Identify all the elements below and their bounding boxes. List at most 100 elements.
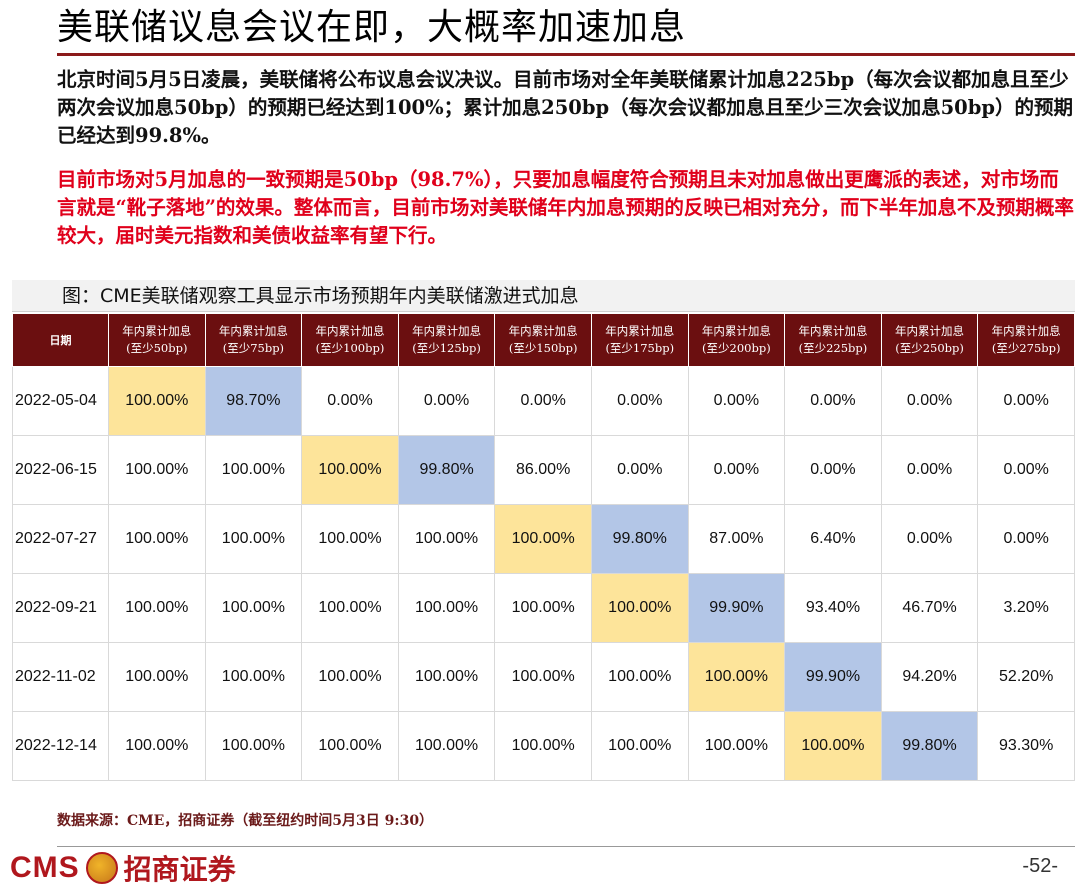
column-header-8: 年内累计加息 (至少225bp)	[784, 313, 882, 367]
probability-cell: 0.00%	[687, 366, 786, 436]
column-header-line1: 年内累计加息	[122, 324, 192, 338]
probability-cell: 0.00%	[880, 366, 979, 436]
probability-cell: 87.00%	[687, 504, 786, 574]
probability-cell: 99.80%	[880, 711, 979, 781]
column-header-line1: 年内累计加息	[508, 324, 578, 338]
probability-cell: 0.00%	[590, 435, 689, 505]
probability-cell: 94.20%	[880, 642, 979, 712]
probability-cell: 0.00%	[301, 366, 399, 436]
probability-cell: 100.00%	[301, 504, 399, 574]
column-header-line1: 年内累计加息	[605, 324, 675, 338]
probability-cell: 0.00%	[880, 504, 979, 574]
column-header-line1: 年内累计加息	[218, 324, 288, 338]
body-paragraph-1: 北京时间5月5日凌晨，美联储将公布议息会议决议。目前市场对全年美联储累计加息22…	[57, 68, 1074, 147]
column-header-line2: (至少200bp)	[702, 341, 771, 355]
probability-cell: 100.00%	[397, 504, 496, 574]
probability-cell: 100.00%	[494, 711, 592, 781]
probability-cell: 99.90%	[784, 642, 882, 712]
row-date: 2022-07-27	[12, 504, 109, 574]
body-paragraph-2-highlight: 目前市场对5月加息的一致预期是50bp（98.7%），只要加息幅度符合预期且未对…	[57, 168, 1074, 247]
column-header-6: 年内累计加息 (至少175bp)	[590, 313, 689, 367]
page-title: 美联储议息会议在即，大概率加速加息	[57, 7, 687, 48]
column-header-line1: 年内累计加息	[991, 324, 1061, 338]
probability-cell: 100.00%	[108, 366, 206, 436]
probability-cell: 99.90%	[687, 573, 786, 643]
probability-cell: 0.00%	[687, 435, 786, 505]
probability-cell: 0.00%	[880, 435, 979, 505]
column-header-line2: (至少175bp)	[605, 341, 675, 355]
column-header-line2: (至少250bp)	[895, 341, 964, 355]
probability-cell: 100.00%	[108, 435, 206, 505]
probability-cell: 0.00%	[494, 366, 592, 436]
probability-cell: 0.00%	[590, 366, 689, 436]
table-header-row: 日期 年内累计加息 (至少50bp) 年内累计加息 (至少75bp) 年内累计加息 (至少…	[12, 313, 1075, 367]
probability-cell: 100.00%	[108, 573, 206, 643]
probability-cell: 100.00%	[590, 573, 689, 643]
rate-hike-probability-table: 日期 年内累计加息 (至少50bp) 年内累计加息 (至少75bp) 年内累计加息 (至少…	[12, 313, 1075, 781]
column-header-date: 日期	[12, 313, 109, 367]
row-date: 2022-06-15	[12, 435, 109, 505]
cms-emblem-icon	[85, 852, 118, 884]
column-header-line1: 年内累计加息	[798, 324, 868, 338]
column-header-line2: (至少125bp)	[412, 341, 481, 355]
column-header-10: 年内累计加息 (至少275bp)	[977, 313, 1075, 367]
probability-cell: 0.00%	[977, 435, 1075, 505]
table-row: 2022-11-02 100.00% 100.00% 100.00% 100.00% 10…	[12, 642, 1075, 712]
probability-cell: 93.30%	[977, 711, 1075, 781]
probability-cell: 100.00%	[204, 711, 303, 781]
footer-divider	[57, 846, 1075, 847]
probability-cell: 100.00%	[204, 642, 303, 712]
column-header-4: 年内累计加息 (至少125bp)	[397, 313, 496, 367]
probability-cell: 100.00%	[590, 642, 689, 712]
probability-cell: 46.70%	[880, 573, 979, 643]
column-header-line2: (至少150bp)	[508, 341, 578, 355]
column-header-line2: (至少50bp)	[126, 341, 188, 355]
logo-chinese-text: 招商证券	[123, 853, 236, 886]
row-date: 2022-05-04	[12, 366, 109, 436]
probability-cell: 100.00%	[397, 573, 496, 643]
cms-logo: CMS 招商证券	[10, 848, 236, 888]
probability-cell: 100.00%	[108, 504, 206, 574]
probability-cell: 100.00%	[204, 573, 303, 643]
column-header-line1: 年内累计加息	[412, 324, 482, 338]
column-header-1: 年内累计加息 (至少50bp)	[108, 313, 206, 367]
column-header-line1: 年内累计加息	[895, 324, 965, 338]
column-header-5: 年内累计加息 (至少150bp)	[494, 313, 592, 367]
table-row: 2022-09-21 100.00% 100.00% 100.00% 100.00% 10…	[12, 573, 1075, 643]
column-header-line1: 年内累计加息	[701, 324, 771, 338]
probability-cell: 0.00%	[784, 435, 882, 505]
probability-cell: 98.70%	[204, 366, 303, 436]
probability-cell: 86.00%	[494, 435, 592, 505]
probability-cell: 100.00%	[590, 711, 689, 781]
probability-cell: 0.00%	[397, 366, 496, 436]
title-divider	[57, 53, 1075, 56]
data-source-note: 数据来源：CME，招商证券（截至纽约时间5月3日 9:30）	[57, 813, 434, 829]
column-header-line2: (至少75bp)	[222, 341, 285, 355]
probability-cell: 100.00%	[301, 573, 399, 643]
probability-cell: 0.00%	[784, 366, 882, 436]
table-row: 2022-07-27 100.00% 100.00% 100.00% 100.00% 10…	[12, 504, 1075, 574]
row-date: 2022-12-14	[12, 711, 109, 781]
column-header-7: 年内累计加息 (至少200bp)	[687, 313, 786, 367]
probability-cell: 99.80%	[590, 504, 689, 574]
probability-cell: 100.00%	[784, 711, 882, 781]
probability-cell: 3.20%	[977, 573, 1075, 643]
probability-cell: 100.00%	[494, 573, 592, 643]
column-header-line2: (至少100bp)	[315, 341, 385, 355]
column-header-line2: (至少225bp)	[798, 341, 868, 355]
probability-cell: 100.00%	[301, 435, 399, 505]
probability-cell: 100.00%	[494, 504, 592, 574]
column-header-3: 年内累计加息 (至少100bp)	[301, 313, 399, 367]
column-header-2: 年内累计加息 (至少75bp)	[204, 313, 303, 367]
table-row: 2022-12-14 100.00% 100.00% 100.00% 100.00% 10…	[12, 711, 1075, 781]
probability-cell: 0.00%	[977, 504, 1075, 574]
probability-cell: 93.40%	[784, 573, 882, 643]
probability-cell: 100.00%	[687, 642, 786, 712]
probability-cell: 6.40%	[784, 504, 882, 574]
probability-cell: 100.00%	[108, 642, 206, 712]
column-header-line2: (至少275bp)	[991, 341, 1061, 355]
figure-caption: 图：CME美联储观察工具显示市场预期年内美联储激进式加息	[12, 280, 1075, 312]
table-row: 2022-06-15 100.00% 100.00% 100.00% 99.80% 86.…	[12, 435, 1075, 505]
probability-cell: 100.00%	[108, 711, 206, 781]
probability-cell: 100.00%	[397, 711, 496, 781]
